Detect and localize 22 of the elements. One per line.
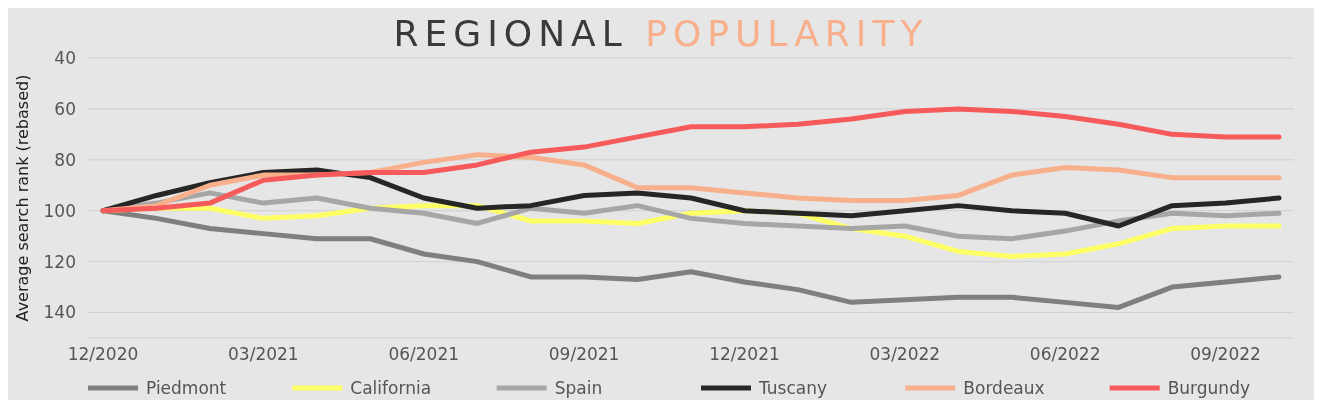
legend-label: Spain bbox=[554, 377, 603, 398]
y-tick-label: 100 bbox=[43, 200, 76, 221]
x-tick-label: 09/2021 bbox=[548, 344, 620, 364]
legend-label: Burgundy bbox=[1167, 377, 1250, 398]
x-tick-label: 09/2022 bbox=[1190, 344, 1261, 364]
y-tick-label: 60 bbox=[54, 98, 76, 119]
legend-label: California bbox=[350, 377, 432, 398]
legend-label: Piedmont bbox=[146, 377, 227, 398]
y-axis-title: Average search rank (rebased) bbox=[13, 74, 32, 322]
x-tick-label: 12/2021 bbox=[709, 344, 780, 364]
y-tick-label: 40 bbox=[54, 47, 76, 68]
x-tick-label: 03/2022 bbox=[869, 344, 941, 364]
legend-label: Bordeaux bbox=[963, 377, 1045, 398]
legend-label: Tuscany bbox=[758, 377, 828, 398]
x-tick-label: 03/2021 bbox=[228, 344, 299, 364]
x-tick-label: 12/2020 bbox=[67, 344, 139, 364]
y-tick-label: 120 bbox=[43, 251, 76, 272]
x-tick-label: 06/2022 bbox=[1029, 344, 1101, 364]
x-tick-label: 06/2021 bbox=[388, 344, 460, 364]
y-tick-label: 140 bbox=[43, 302, 76, 323]
y-tick-label: 80 bbox=[54, 149, 76, 170]
chart-title: REGIONAL POPULARITY bbox=[393, 13, 929, 54]
